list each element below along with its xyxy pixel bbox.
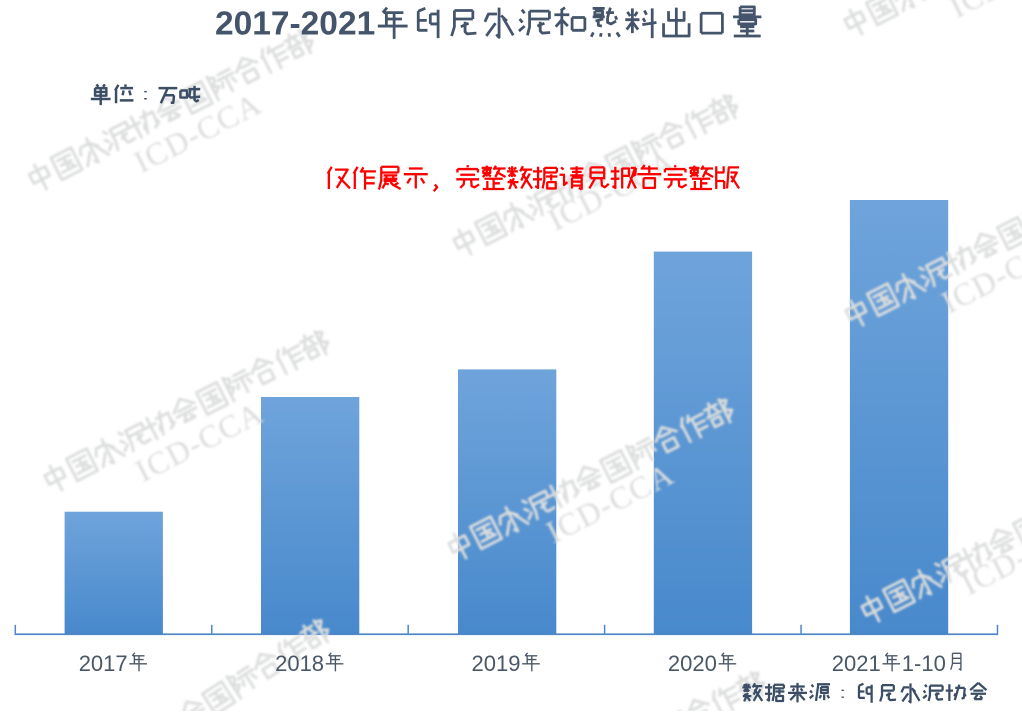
svg-text:2021: 2021 bbox=[832, 651, 881, 676]
svg-text:2018: 2018 bbox=[275, 651, 324, 676]
svg-text:2020: 2020 bbox=[668, 651, 717, 676]
svg-text:2019: 2019 bbox=[472, 651, 521, 676]
svg-text:2017-2021: 2017-2021 bbox=[215, 6, 375, 43]
svg-text:1-10: 1-10 bbox=[902, 651, 946, 676]
svg-text:2017: 2017 bbox=[79, 651, 128, 676]
